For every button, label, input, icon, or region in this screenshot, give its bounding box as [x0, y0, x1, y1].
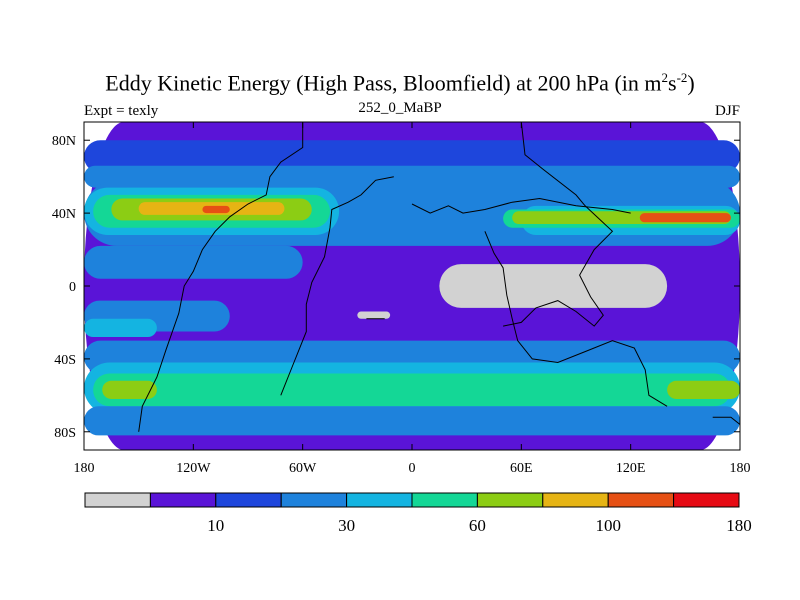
- colorbar-box-0: [84, 492, 151, 508]
- field-region-23: [357, 311, 391, 319]
- field-region-20: [667, 380, 740, 399]
- chart-subtitle: 252_0_MaBP: [358, 100, 442, 116]
- colorbar-box-3: [280, 492, 348, 508]
- colorbar-label-2: 60: [469, 516, 486, 535]
- coastline-layer: [138, 122, 740, 432]
- experiment-label: Expt = texly: [84, 103, 159, 119]
- y-tick-label-2: 0: [69, 280, 76, 295]
- coastline-0: [138, 122, 304, 432]
- field-region-1: [84, 140, 740, 174]
- y-tick-label-0: 80N: [52, 134, 76, 149]
- field-region-15: [84, 318, 157, 338]
- y-tick-label-3: 40S: [54, 353, 76, 368]
- field-region-22: [439, 264, 668, 308]
- x-tick-label-4: 60E: [510, 461, 533, 476]
- axis-layer: 180 120W 60W 0 60E 120E 180 80N 40N 0 40S 80S: [52, 122, 751, 476]
- colorbar-label-3: 100: [595, 516, 621, 535]
- colorbar-box-4: [346, 492, 413, 508]
- y-tick-label-1: 40N: [52, 207, 76, 222]
- coastline-4: [503, 122, 614, 327]
- colorbar-box-1: [149, 492, 217, 508]
- colorbar-box-6: [476, 492, 544, 508]
- x-tick-label-2: 60W: [289, 461, 317, 476]
- field-region-8: [202, 205, 230, 214]
- colorbar-box-9: [673, 492, 740, 508]
- chart-title: Eddy Kinetic Energy (High Pass, Bloomfie…: [105, 70, 695, 96]
- colorbar-label-1: 30: [338, 516, 355, 535]
- field-region-12: [639, 213, 731, 223]
- field-region-18: [93, 373, 731, 407]
- coastline-2: [484, 231, 668, 407]
- x-tick-label-0: 180: [74, 461, 95, 476]
- colorbar-box-8: [607, 492, 675, 508]
- colorbar-box-2: [215, 492, 282, 508]
- colorbar-label-0: 10: [207, 516, 224, 535]
- colorbar: 10 30 60 100 180: [84, 492, 752, 535]
- field-layer: [84, 122, 740, 450]
- y-tick-label-4: 80S: [54, 426, 76, 441]
- colorbar-box-7: [542, 492, 609, 508]
- season-label: DJF: [714, 103, 740, 119]
- field-region-13: [84, 245, 303, 279]
- coastline-6: [712, 416, 740, 425]
- x-tick-label-1: 120W: [176, 461, 211, 476]
- x-tick-label-5: 120E: [616, 461, 646, 476]
- coastline-3: [411, 197, 631, 214]
- field-region-21: [84, 406, 740, 436]
- field-region-19: [102, 380, 157, 399]
- colorbar-box-5: [411, 492, 478, 508]
- x-tick-label-6: 180: [730, 461, 751, 476]
- x-tick-label-3: 0: [409, 461, 416, 476]
- colorbar-label-4: 180: [726, 516, 752, 535]
- coastline-1: [280, 176, 394, 396]
